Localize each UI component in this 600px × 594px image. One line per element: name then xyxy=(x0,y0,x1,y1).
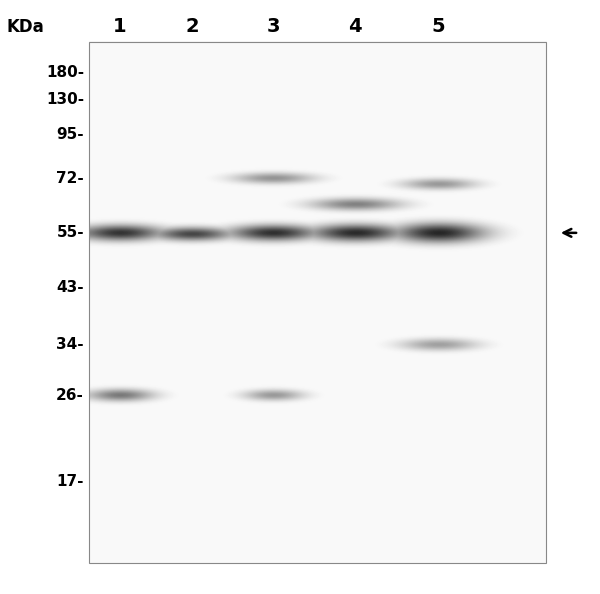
Text: 130-: 130- xyxy=(46,92,84,108)
Text: 4: 4 xyxy=(349,17,362,36)
Text: 72-: 72- xyxy=(56,170,84,186)
Text: 95-: 95- xyxy=(56,127,84,142)
Text: 43-: 43- xyxy=(56,280,84,295)
Text: 34-: 34- xyxy=(56,337,84,352)
Text: 2: 2 xyxy=(185,17,199,36)
Text: 55-: 55- xyxy=(56,225,84,241)
Text: 1: 1 xyxy=(113,17,127,36)
Text: 180-: 180- xyxy=(46,65,84,80)
Bar xyxy=(89,42,546,563)
Text: 3: 3 xyxy=(266,17,280,36)
Text: 26-: 26- xyxy=(56,387,84,403)
Text: KDa: KDa xyxy=(6,18,44,36)
Text: 17-: 17- xyxy=(56,473,84,489)
Text: 5: 5 xyxy=(431,17,445,36)
